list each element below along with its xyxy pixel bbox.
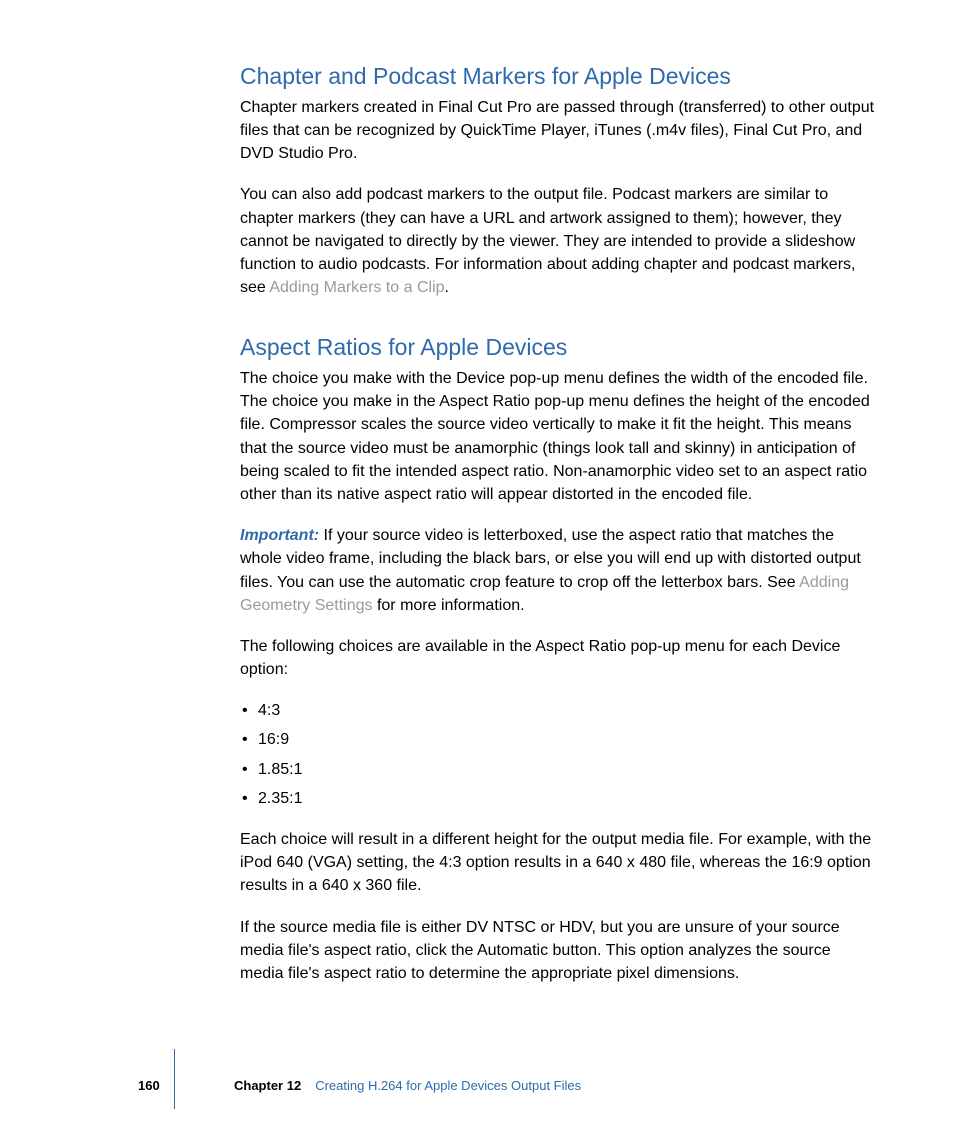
important-label: Important: (240, 527, 319, 544)
aspect-ratio-list: 4:3 16:9 1.85:1 2.35:1 (240, 699, 878, 810)
section-heading-1: Chapter and Podcast Markers for Apple De… (240, 62, 878, 91)
section2-p3: The following choices are available in t… (240, 635, 878, 681)
list-item: 4:3 (240, 699, 878, 722)
section1-p1: Chapter markers created in Final Cut Pro… (240, 96, 878, 166)
link-adding-markers[interactable]: Adding Markers to a Clip (269, 279, 444, 296)
section-heading-2: Aspect Ratios for Apple Devices (240, 333, 878, 362)
section2-p2-text-a: If your source video is letterboxed, use… (240, 527, 861, 590)
list-item: 16:9 (240, 728, 878, 751)
section1-p2-text-b: . (445, 279, 449, 296)
section2-p5: If the source media file is either DV NT… (240, 916, 878, 986)
page-footer: 160 Chapter 12 Creating H.264 for Apple … (138, 1078, 878, 1093)
page-number: 160 (138, 1078, 174, 1093)
section2-p2: Important: If your source video is lette… (240, 524, 878, 617)
section2-p1: The choice you make with the Device pop-… (240, 367, 878, 506)
chapter-label: Chapter 12 (234, 1078, 301, 1093)
chapter-title: Creating H.264 for Apple Devices Output … (315, 1078, 581, 1093)
section2-p4: Each choice will result in a different h… (240, 828, 878, 898)
list-item: 2.35:1 (240, 787, 878, 810)
list-item: 1.85:1 (240, 758, 878, 781)
section1-p2: You can also add podcast markers to the … (240, 183, 878, 299)
section2-p2-text-b: for more information. (373, 597, 525, 614)
